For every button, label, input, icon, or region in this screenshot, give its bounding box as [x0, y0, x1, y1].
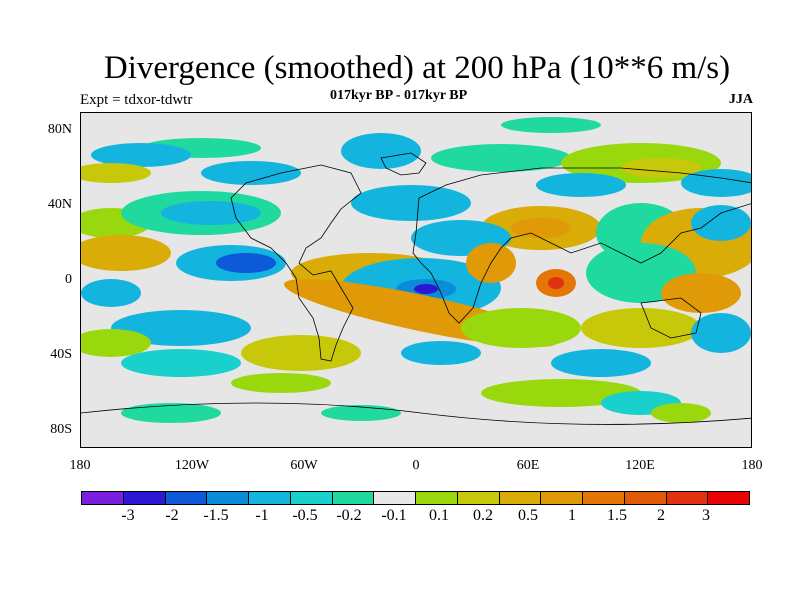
colorbar: [81, 491, 750, 505]
coastlines: [81, 152, 751, 425]
colorbar-swatch: [207, 492, 249, 504]
lon-label: 180: [69, 458, 91, 473]
plot-subtitle: 017kyr BP - 017kyr BP: [330, 88, 468, 103]
colorbar-swatch: [708, 492, 749, 504]
colorbar-swatch: [457, 492, 500, 504]
colorbar-label: 3: [702, 507, 710, 524]
colorbar-swatch: [82, 492, 124, 504]
map-field: [81, 113, 751, 447]
plot-title: Divergence (smoothed) at 200 hPa (10**6 …: [103, 50, 731, 86]
lat-label: 80S: [50, 422, 72, 437]
colorbar-label: -1.5: [203, 507, 229, 524]
colorbar-swatch: [416, 492, 458, 504]
colorbar-label: -1: [255, 507, 269, 524]
colorbar-swatch: [666, 492, 709, 504]
colorbar-label: -0.5: [292, 507, 318, 524]
lat-label: 40N: [47, 197, 72, 212]
colorbar-swatch: [583, 492, 625, 504]
lon-label: 120E: [625, 458, 655, 473]
colorbar-label: 0.2: [473, 507, 493, 524]
colorbar-swatch: [249, 492, 291, 504]
lat-label: 80N: [47, 122, 72, 137]
map-panel: [80, 112, 752, 448]
colorbar-swatch: [374, 492, 416, 504]
colorbar-label: -0.2: [336, 507, 362, 524]
lat-label: 40S: [50, 347, 72, 362]
colorbar-label: 1: [568, 507, 576, 524]
colorbar-label: 0.1: [429, 507, 449, 524]
colorbar-swatch: [332, 492, 375, 504]
experiment-label: Expt = tdxor-tdwtr: [80, 92, 193, 108]
lon-label: 180: [741, 458, 763, 473]
colorbar-label: -0.1: [381, 507, 407, 524]
colorbar-label: 2: [657, 507, 665, 524]
colorbar-swatch: [165, 492, 208, 504]
lon-label: 60W: [290, 458, 318, 473]
colorbar-swatch: [123, 492, 166, 504]
colorbar-label: 1.5: [607, 507, 627, 524]
colorbar-label: 0.5: [518, 507, 538, 524]
lon-label: 120W: [174, 458, 210, 473]
season-label: JJA: [728, 92, 753, 107]
colorbar-label: -2: [165, 507, 179, 524]
colorbar-label: -3: [121, 507, 135, 524]
lon-label: 0: [412, 458, 420, 473]
colorbar-swatch: [541, 492, 583, 504]
lat-label: 0: [65, 272, 72, 287]
colorbar-swatch: [499, 492, 542, 504]
colorbar-swatch: [624, 492, 667, 504]
colorbar-swatch: [290, 492, 333, 504]
lon-label: 60E: [516, 458, 540, 473]
